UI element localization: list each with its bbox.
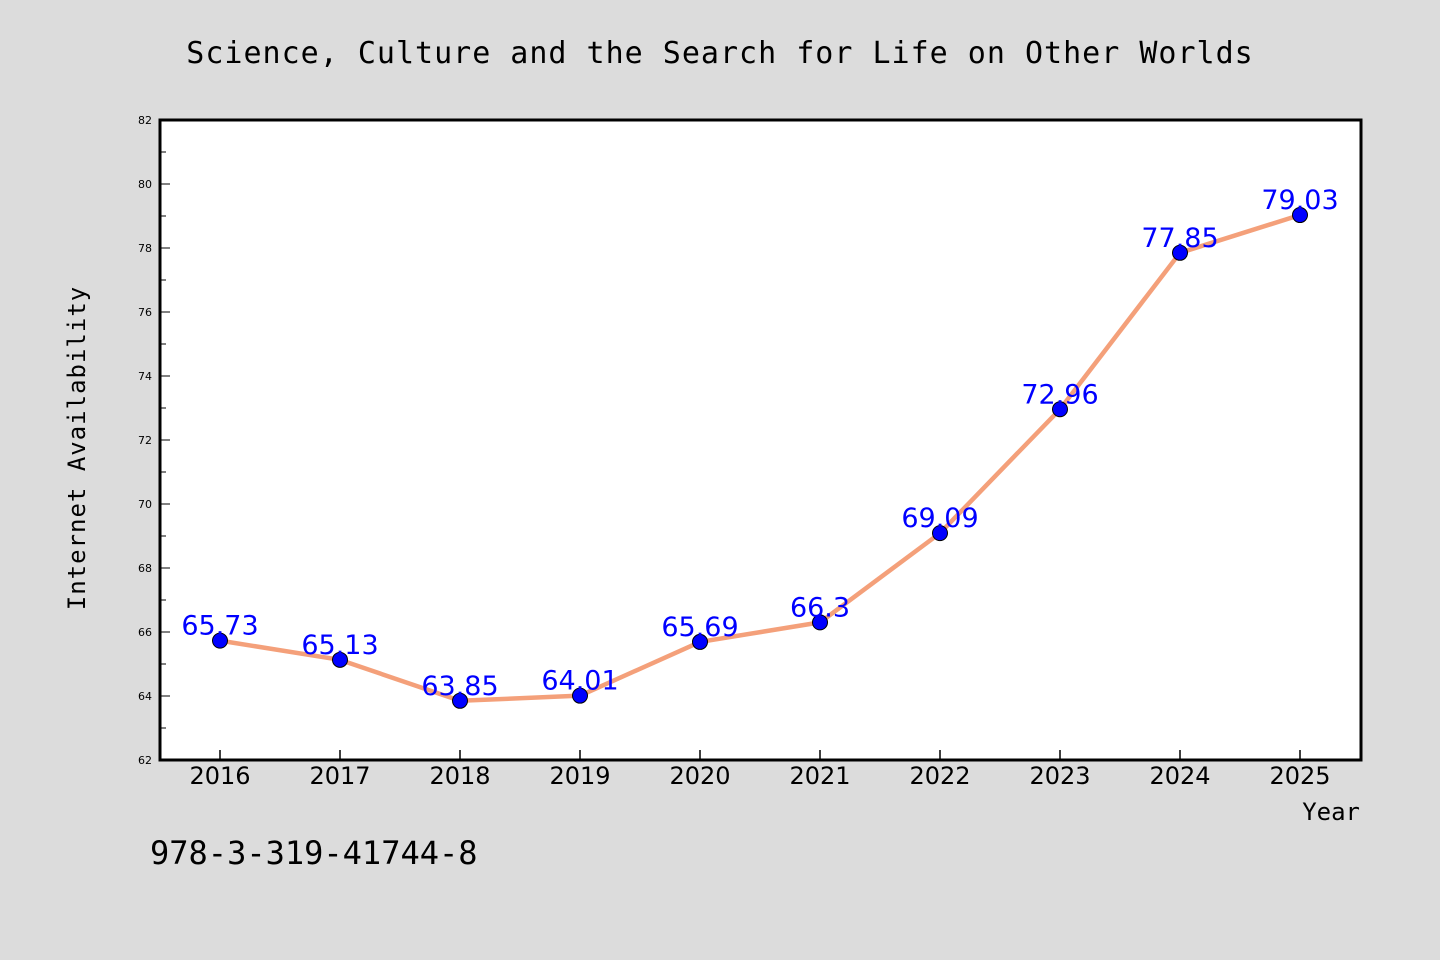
- x-tick-label: 2017: [309, 762, 370, 790]
- x-tick-label: 2021: [789, 762, 850, 790]
- data-point: [932, 525, 948, 542]
- data-point: [452, 692, 468, 709]
- data-label: 64.01: [541, 666, 618, 697]
- data-label: 79.03: [1261, 185, 1338, 216]
- x-tick-label: 2016: [189, 762, 250, 790]
- y-tick-label: 68: [138, 562, 152, 575]
- y-tick-label: 82: [138, 114, 152, 127]
- x-tick-label: 2018: [429, 762, 490, 790]
- x-tick-label: 2024: [1149, 762, 1210, 790]
- y-axis-label: Internet Availability: [63, 286, 91, 610]
- plot-area: [158, 118, 1363, 762]
- y-tick-label: 74: [138, 370, 152, 383]
- data-point: [332, 651, 348, 668]
- x-tick-label: 2023: [1029, 762, 1090, 790]
- x-tick-label: 2022: [909, 762, 970, 790]
- x-tick-label: 2020: [669, 762, 730, 790]
- y-axis: 62 64 66 68 70 72 74 76 78 80 82: [138, 114, 170, 767]
- data-label: 69.09: [901, 503, 978, 534]
- data-label: 77.85: [1141, 223, 1218, 254]
- y-tick-label: 66: [138, 626, 152, 639]
- x-tick-label: 2025: [1269, 762, 1330, 790]
- x-axis: 2016 2017 2018 2019 2020 2021 2022 2023 2024 2025: [189, 750, 1331, 790]
- y-tick-label: 80: [138, 178, 152, 191]
- data-point: [1052, 401, 1068, 418]
- chart-title: Science, Culture and the Search for Life…: [186, 36, 1253, 71]
- data-label: 72.96: [1021, 379, 1098, 410]
- data-point: [212, 632, 228, 649]
- data-label: 65.73: [181, 611, 258, 642]
- y-tick-label: 78: [138, 242, 152, 255]
- data-point: [572, 687, 588, 704]
- series-line: [219, 212, 1301, 704]
- data-labels: 65.73 65.13 63.85 64.01 65.69 66.3 69.09 72.96 7…: [181, 185, 1338, 702]
- data-label: 66.3: [790, 592, 850, 623]
- y-tick-label: 64: [138, 690, 152, 703]
- data-point: [1292, 207, 1308, 224]
- y-tick-label: 72: [138, 434, 152, 447]
- data-point: [1172, 244, 1188, 261]
- x-tick-label: 2019: [549, 762, 610, 790]
- x-axis-label: Year: [1302, 798, 1360, 826]
- data-point: [692, 633, 708, 650]
- data-label: 65.13: [301, 630, 378, 661]
- y-tick-label: 62: [138, 754, 152, 767]
- data-label: 65.69: [661, 612, 738, 643]
- y-tick-label: 70: [138, 498, 152, 511]
- isbn-text: 978-3-319-41744-8: [150, 834, 478, 872]
- series-markers: [212, 207, 1308, 709]
- y-tick-label: 76: [138, 306, 152, 319]
- data-label: 63.85: [421, 671, 498, 702]
- data-point: [812, 614, 828, 631]
